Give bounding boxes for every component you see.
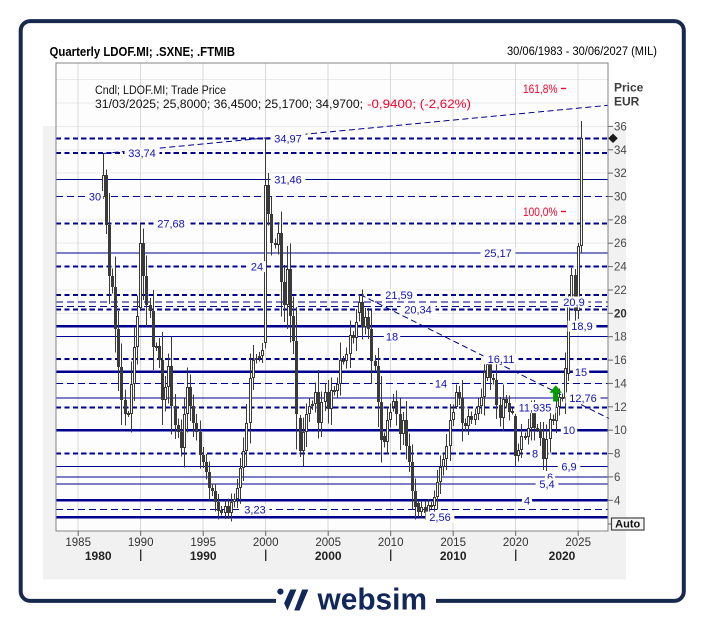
svg-text:100,0%: 100,0% xyxy=(523,207,558,219)
svg-text:18,9: 18,9 xyxy=(571,321,592,333)
svg-text:34: 34 xyxy=(614,145,627,157)
svg-text:30/06/1983 - 30/06/2027 (MIL): 30/06/1983 - 30/06/2027 (MIL) xyxy=(507,46,657,58)
svg-text:2005: 2005 xyxy=(315,537,341,549)
svg-text:36: 36 xyxy=(614,121,627,133)
svg-text:Cndl; LDOF.MI; Trade Price: Cndl; LDOF.MI; Trade Price xyxy=(95,85,226,97)
svg-text:18: 18 xyxy=(386,332,398,344)
svg-text:18: 18 xyxy=(614,332,627,344)
svg-text:2010: 2010 xyxy=(440,549,467,563)
svg-text:10: 10 xyxy=(614,425,627,437)
svg-text:1995: 1995 xyxy=(190,537,216,549)
svg-text:12,76: 12,76 xyxy=(569,393,597,405)
svg-text:Price: Price xyxy=(614,81,644,95)
svg-text:2,56: 2,56 xyxy=(429,512,450,524)
svg-text:15: 15 xyxy=(575,367,587,379)
svg-text:14: 14 xyxy=(435,378,447,390)
svg-text:34,97: 34,97 xyxy=(274,133,302,145)
svg-text:2000: 2000 xyxy=(253,537,279,549)
svg-text:2000: 2000 xyxy=(315,549,342,563)
svg-text:10: 10 xyxy=(563,425,575,437)
svg-text:12: 12 xyxy=(614,402,627,414)
svg-text:20,9: 20,9 xyxy=(563,297,584,309)
svg-text:3,23: 3,23 xyxy=(244,504,265,516)
svg-text:4: 4 xyxy=(524,495,530,507)
svg-text:Quarterly LDOF.MI; .SXNE; .FTM: Quarterly LDOF.MI; .SXNE; .FTMIB xyxy=(50,45,236,59)
svg-text:20,34: 20,34 xyxy=(404,304,432,316)
svg-text:5,4: 5,4 xyxy=(539,479,554,491)
svg-text:16: 16 xyxy=(614,355,627,367)
svg-text:1980: 1980 xyxy=(85,549,112,563)
svg-text:14: 14 xyxy=(614,378,627,390)
svg-text:21,59: 21,59 xyxy=(385,290,413,302)
svg-text:6: 6 xyxy=(614,472,620,484)
svg-text:16,11: 16,11 xyxy=(488,354,515,366)
svg-text:2020: 2020 xyxy=(503,537,529,549)
svg-text:6: 6 xyxy=(547,472,553,484)
svg-text:161,8%: 161,8% xyxy=(523,84,558,96)
svg-text:27,68: 27,68 xyxy=(157,219,185,231)
svg-text:11,935: 11,935 xyxy=(519,403,552,415)
svg-text:30: 30 xyxy=(89,192,101,204)
svg-text:31/03/2025; 25,8000; 36,4500;: 31/03/2025; 25,8000; 36,4500; 25,1700; 3… xyxy=(95,99,471,111)
svg-text:2020: 2020 xyxy=(549,549,576,563)
svg-text:25,17: 25,17 xyxy=(484,248,512,260)
svg-text:websim: websim xyxy=(317,582,427,617)
svg-text:31,46: 31,46 xyxy=(274,174,302,186)
svg-text:8: 8 xyxy=(614,449,620,461)
svg-text:2025: 2025 xyxy=(565,537,591,549)
svg-text:8: 8 xyxy=(532,449,538,461)
svg-text:22: 22 xyxy=(614,285,627,297)
svg-text:1990: 1990 xyxy=(128,537,154,549)
svg-text:1990: 1990 xyxy=(190,549,217,563)
svg-text:26: 26 xyxy=(614,238,627,250)
svg-text:30: 30 xyxy=(614,192,627,204)
svg-text:2015: 2015 xyxy=(440,537,466,549)
svg-text:24: 24 xyxy=(614,262,627,274)
svg-text:24: 24 xyxy=(251,262,263,274)
svg-text:2010: 2010 xyxy=(378,537,404,549)
svg-text:28: 28 xyxy=(614,215,627,227)
svg-text:1985: 1985 xyxy=(65,537,91,549)
svg-text:33,74: 33,74 xyxy=(128,148,156,160)
svg-text:6,9: 6,9 xyxy=(561,461,576,473)
svg-text:20: 20 xyxy=(614,308,627,320)
svg-text:4: 4 xyxy=(614,495,621,507)
svg-text:32: 32 xyxy=(614,168,627,180)
svg-text:Auto: Auto xyxy=(615,519,640,531)
svg-text:EUR: EUR xyxy=(614,95,640,109)
